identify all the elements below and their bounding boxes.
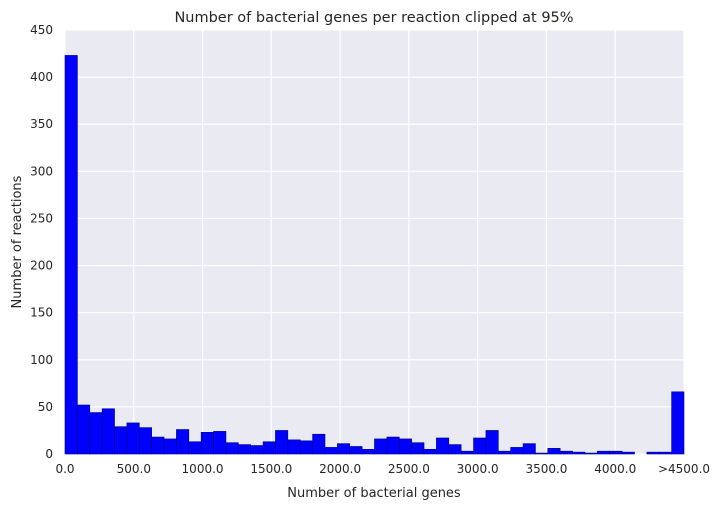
histogram-bar <box>621 451 635 455</box>
y-tick-label: 350 <box>30 117 53 131</box>
histogram-bar <box>262 441 276 455</box>
histogram-bar <box>361 448 375 455</box>
histogram-bar <box>188 441 202 455</box>
histogram-bar <box>101 408 115 455</box>
histogram-bar <box>151 436 165 455</box>
x-axis-label: Number of bacterial genes <box>287 486 461 501</box>
histogram-bar <box>374 438 388 455</box>
y-tick-label: 200 <box>30 259 53 273</box>
x-tick-label: 1000.0 <box>182 462 224 476</box>
histogram-bar <box>213 431 227 455</box>
y-tick-labels: 0 50 100 150 200 250 300 350 400 450 <box>30 23 53 461</box>
histogram-bar <box>398 438 412 455</box>
plot-area <box>65 30 684 454</box>
histogram-bar <box>238 444 252 455</box>
histogram-bar <box>386 436 400 455</box>
y-tick-label: 450 <box>30 23 53 37</box>
y-tick-label: 150 <box>30 306 53 320</box>
histogram-bar <box>510 447 524 455</box>
histogram-bar <box>312 433 326 455</box>
histogram-bar <box>559 450 573 455</box>
histogram-bar <box>522 443 536 455</box>
y-tick-label: 50 <box>38 400 53 414</box>
histogram-bar <box>324 447 338 455</box>
histogram-bar <box>584 452 598 455</box>
histogram-bar <box>287 439 301 455</box>
histogram-bar <box>671 391 685 455</box>
x-tick-label: 500.0 <box>117 462 151 476</box>
histogram-bar <box>250 445 264 455</box>
histogram-bar <box>114 426 128 455</box>
histogram-bar <box>64 55 78 455</box>
x-tick-label: 0.0 <box>55 462 74 476</box>
histogram-bar <box>423 448 437 455</box>
histogram-bar <box>299 440 313 455</box>
histogram-bar <box>485 430 499 455</box>
histogram-bar <box>448 444 462 455</box>
histogram-bar <box>200 432 214 455</box>
histogram-bar <box>337 443 351 455</box>
chart-title: Number of bacterial genes per reaction c… <box>174 10 573 26</box>
histogram-bar <box>572 451 586 455</box>
histogram-bar <box>176 429 190 455</box>
x-tick-label: 4000.0 <box>594 462 636 476</box>
histogram-bar <box>473 437 487 455</box>
y-tick-label: 300 <box>30 164 53 178</box>
x-tick-label: 2500.0 <box>388 462 430 476</box>
histogram-bar <box>89 412 103 455</box>
histogram-bar <box>535 452 549 455</box>
histogram-bar <box>275 430 289 455</box>
x-tick-label: 2000.0 <box>319 462 361 476</box>
y-tick-label: 250 <box>30 211 53 225</box>
x-tick-label: 3500.0 <box>525 462 567 476</box>
histogram-bar <box>349 446 363 455</box>
histogram-bar <box>646 451 660 455</box>
histogram-bar <box>77 404 91 455</box>
y-axis-label: Number of reactions <box>10 175 25 308</box>
x-tick-label: >4500.0 <box>658 462 710 476</box>
histogram-bar <box>547 448 561 455</box>
bars <box>64 55 685 455</box>
x-tick-labels: 0.0 500.0 1000.0 1500.0 2000.0 2500.0 3000.0 35… <box>55 462 710 476</box>
histogram-bar <box>460 450 474 455</box>
histogram-bar <box>126 422 140 455</box>
y-tick-label: 100 <box>30 353 53 367</box>
histogram-bar <box>225 442 239 455</box>
histogram-bar <box>411 442 425 455</box>
histogram-bar <box>597 450 611 455</box>
histogram-bar <box>497 450 511 455</box>
histogram-bar <box>138 427 152 455</box>
x-tick-label: 1500.0 <box>250 462 292 476</box>
histogram-bar <box>609 450 623 455</box>
histogram-bar <box>436 437 450 455</box>
x-tick-label: 3000.0 <box>457 462 499 476</box>
y-tick-label: 400 <box>30 70 53 84</box>
histogram-bar <box>658 451 672 455</box>
y-tick-label: 0 <box>45 447 53 461</box>
histogram-bar <box>163 438 177 455</box>
